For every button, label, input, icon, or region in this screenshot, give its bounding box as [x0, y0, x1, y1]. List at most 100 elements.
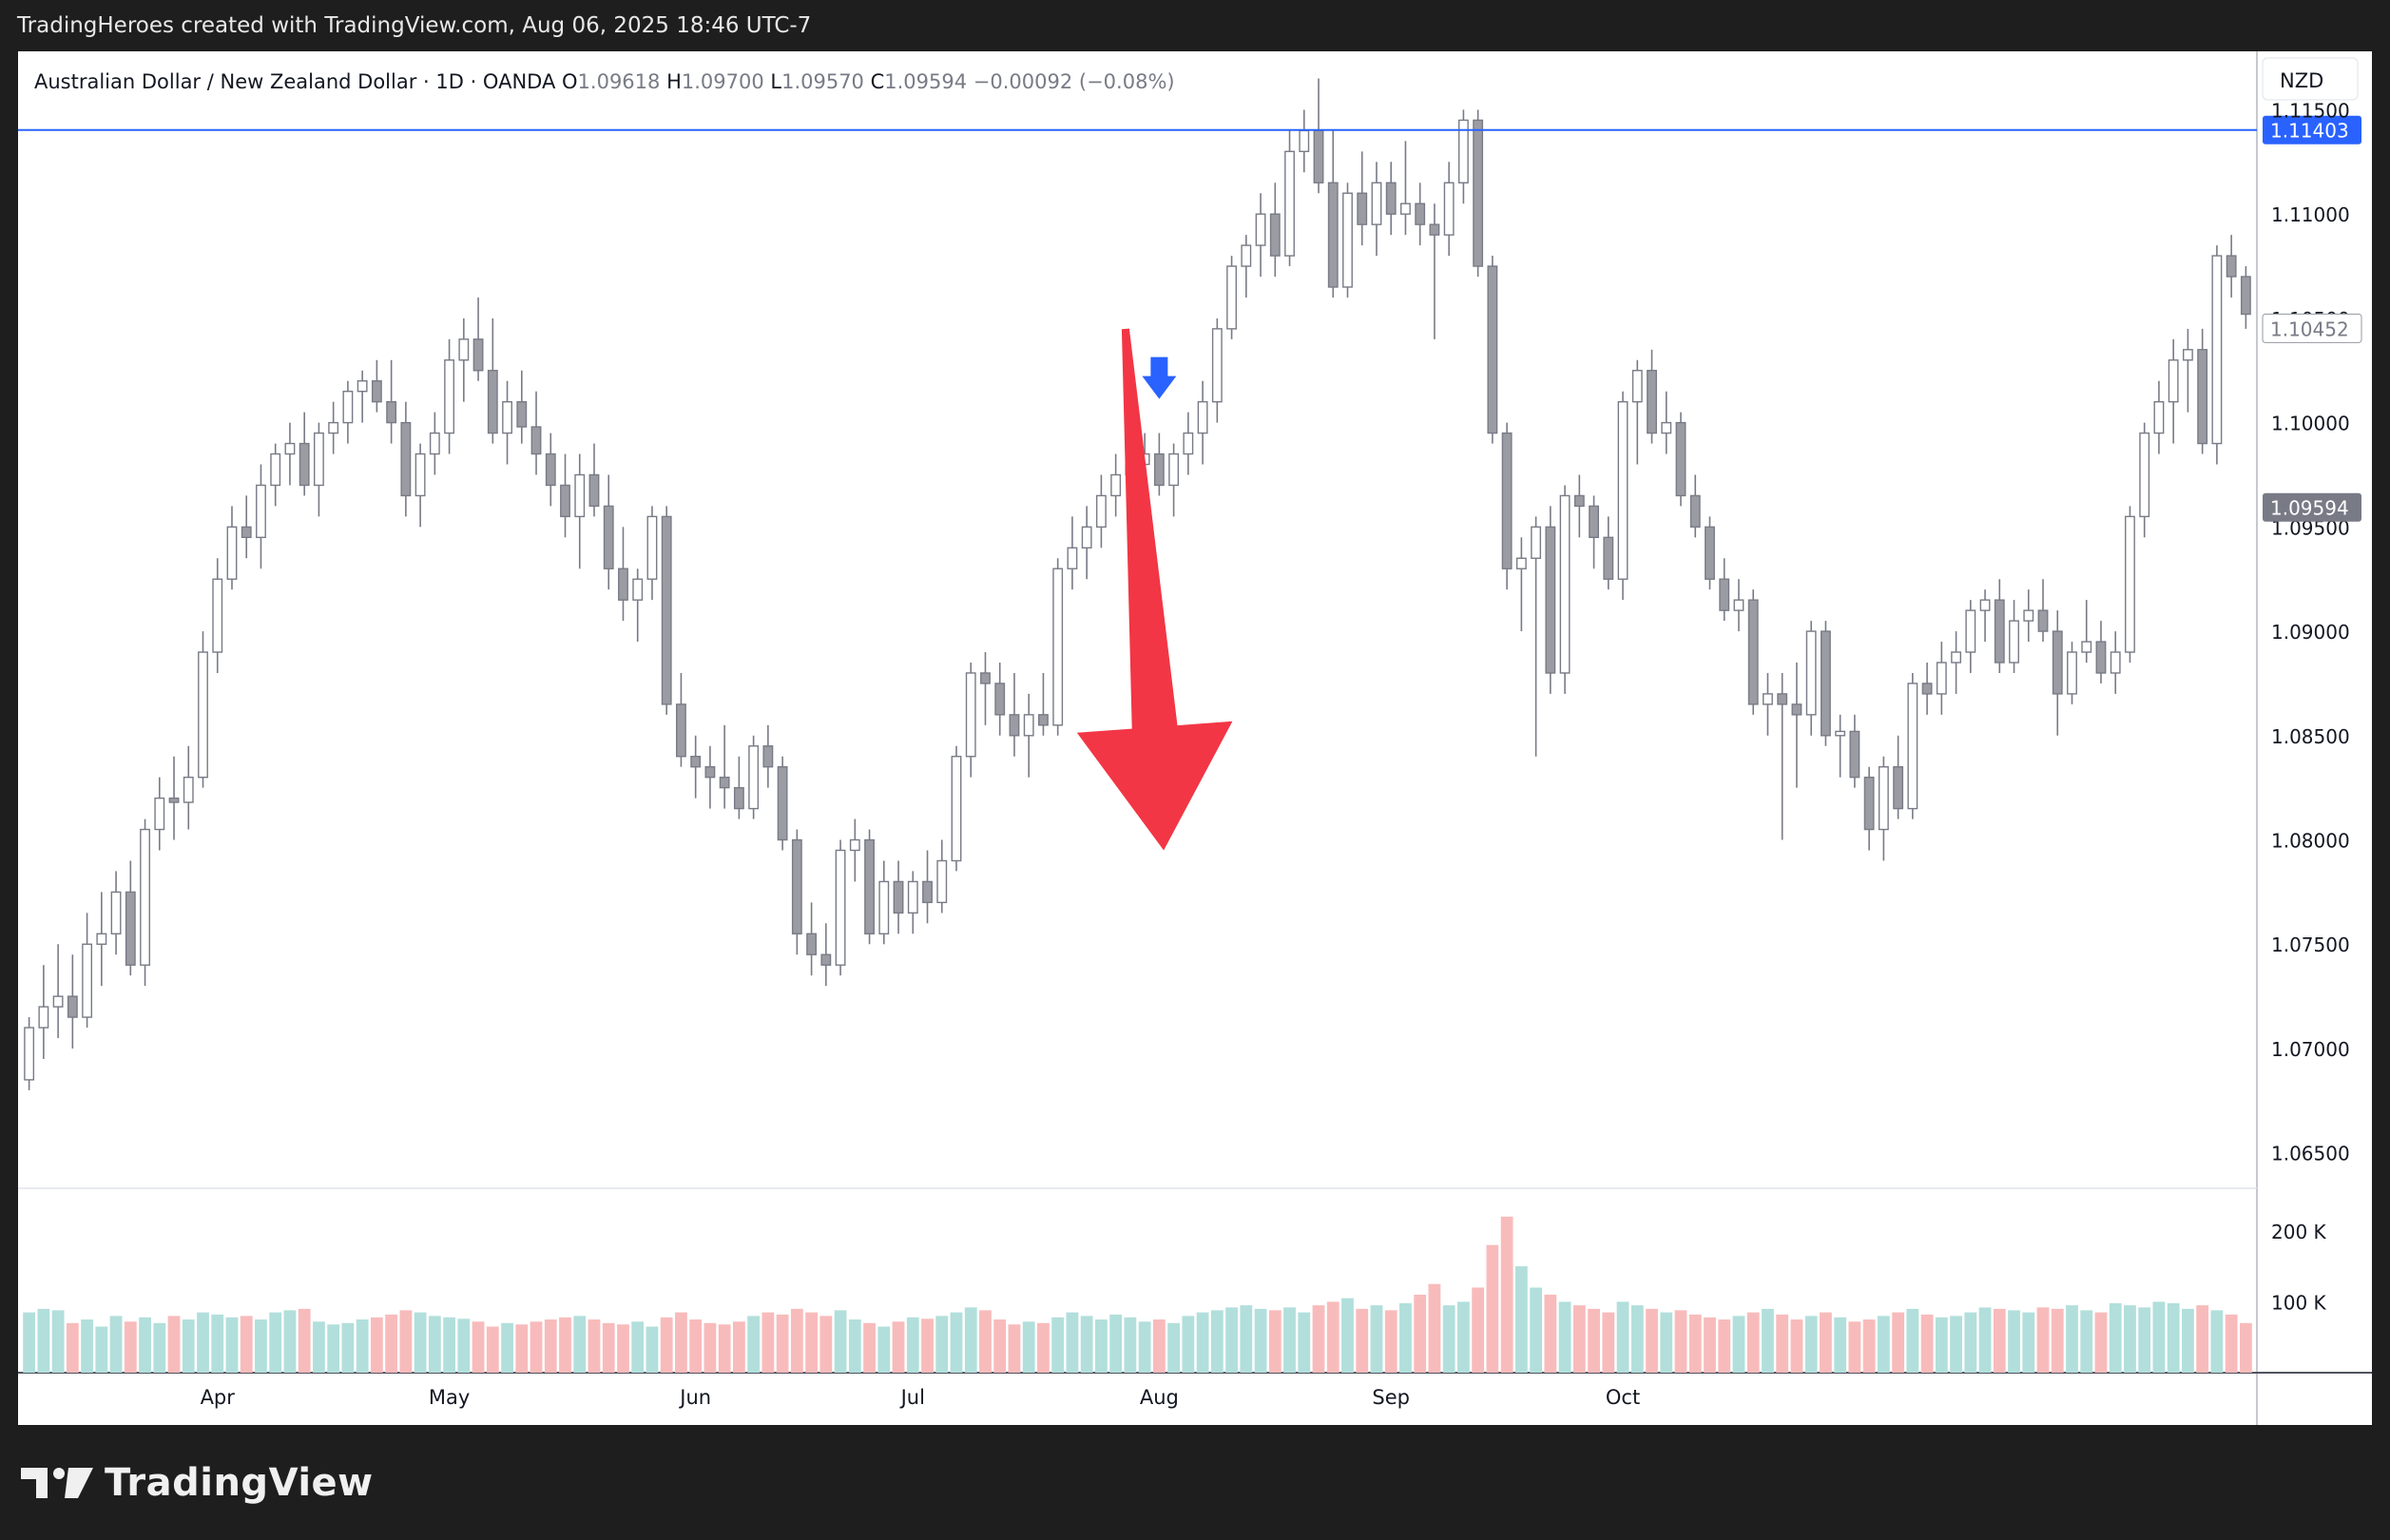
volume-bar: [2210, 1310, 2224, 1373]
volume-tick-label: 100 K: [2271, 1291, 2327, 1314]
volume-bar: [689, 1319, 703, 1373]
volume-bar: [906, 1317, 919, 1373]
volume-bar: [1326, 1301, 1340, 1373]
volume-bar: [877, 1326, 891, 1373]
candle-body: [314, 432, 324, 487]
candle-body: [2023, 609, 2034, 622]
candle-body: [545, 452, 556, 487]
candle-body: [791, 838, 802, 934]
candle-body: [1545, 526, 1556, 674]
candle-body: [1429, 223, 1440, 236]
candle-body: [1936, 662, 1947, 695]
volume-bar: [1051, 1317, 1065, 1373]
candle-body: [1299, 129, 1310, 153]
candle-body: [1153, 452, 1165, 487]
candle-body: [1747, 599, 1759, 705]
candle-body: [603, 505, 614, 569]
candle-body: [1805, 630, 1817, 716]
symbol-info-part: C: [871, 70, 885, 93]
symbol-info-part: Australian Dollar / New Zealand Dollar ·…: [34, 70, 562, 93]
volume-bar: [1225, 1307, 1238, 1373]
volume-bar: [1834, 1317, 1847, 1373]
candle-body: [1979, 599, 1991, 611]
candle-body: [1342, 192, 1353, 288]
volume-bar: [1370, 1305, 1383, 1373]
volume-bar: [2225, 1314, 2238, 1373]
volume-bar: [2008, 1310, 2020, 1373]
volume-bar: [2182, 1308, 2194, 1373]
candle-body: [1777, 693, 1788, 705]
candle-body: [806, 933, 818, 955]
candle-body: [516, 400, 528, 428]
candle-body: [472, 338, 484, 372]
volume-bar: [964, 1307, 977, 1373]
last-price-badge: [2263, 492, 2361, 522]
candle-body: [864, 838, 875, 934]
volume-bar: [1920, 1314, 1934, 1373]
candle-body: [1907, 683, 1918, 810]
candle-body: [1211, 328, 1223, 403]
volume-bar: [1993, 1308, 2006, 1373]
candle-body: [1255, 213, 1266, 246]
candle-body: [168, 797, 180, 803]
volume-bar: [1240, 1305, 1253, 1373]
time-axis-label: May: [429, 1386, 470, 1409]
candle-body: [2168, 359, 2179, 403]
volume-bar: [356, 1319, 369, 1373]
chart-frame[interactable]: 1.11403 1.115001.110001.105001.100001.09…: [18, 51, 2372, 1425]
volume-bar: [979, 1310, 992, 1373]
volume-bar: [2239, 1322, 2252, 1373]
candlestick-chart[interactable]: 1.11403 1.115001.110001.105001.100001.09…: [18, 51, 2372, 1425]
symbol-info-part: O: [562, 70, 578, 93]
volume-bar: [501, 1322, 513, 1373]
candle-body: [994, 683, 1006, 716]
candle-body: [299, 442, 310, 487]
candle-body: [1820, 630, 1831, 737]
candle-body: [1849, 730, 1860, 779]
volume-bar: [776, 1314, 789, 1373]
volume-bar: [1182, 1316, 1195, 1373]
chart-caption: TradingHeroes created with TradingView.c…: [17, 13, 812, 38]
volume-bar: [660, 1317, 673, 1373]
volume-bar: [1356, 1308, 1369, 1373]
volume-tick-label: 200 K: [2271, 1221, 2327, 1243]
volume-bar: [544, 1319, 557, 1373]
level-price-badge: [2263, 115, 2361, 144]
volume-bar: [646, 1326, 659, 1373]
volume-bar: [2022, 1312, 2035, 1373]
volume-bar: [761, 1312, 775, 1373]
time-axis-label: Jun: [678, 1386, 711, 1409]
volume-bar: [1152, 1319, 1166, 1373]
candle-body: [922, 880, 933, 904]
currency-label: NZD: [2280, 69, 2323, 92]
volume-bar: [2124, 1305, 2136, 1373]
reference-price-badge: [2262, 313, 2362, 343]
volume-bar: [298, 1308, 311, 1373]
volume-bar: [848, 1319, 861, 1373]
candle-body: [328, 421, 339, 434]
volume-bar: [675, 1312, 687, 1373]
candle-body: [1791, 703, 1802, 716]
time-axis-label: Aug: [1140, 1386, 1179, 1409]
candle-body: [2095, 641, 2107, 674]
candle-body: [2182, 349, 2193, 361]
candle-body: [1183, 432, 1194, 455]
candle-body: [2211, 255, 2223, 445]
candle-body: [1241, 244, 1252, 267]
level-price-label: 1.11403: [2270, 120, 2349, 143]
candle-body: [1415, 202, 1426, 225]
price-tick-label: 1.07500: [2271, 934, 2350, 956]
volume-bar: [1558, 1301, 1571, 1373]
volume-bar: [819, 1316, 833, 1373]
candle-body: [154, 797, 165, 831]
candle-body: [1487, 265, 1498, 434]
price-tick-label: 1.09000: [2271, 621, 2350, 644]
candle-body: [414, 452, 426, 497]
volume-bar: [486, 1326, 499, 1373]
volume-bar: [1486, 1244, 1499, 1373]
volume-bar: [2167, 1302, 2180, 1373]
symbol-info-part: −0.00092 (−0.08%): [973, 70, 1175, 93]
volume-bar: [2094, 1312, 2108, 1373]
volume-bar: [1312, 1305, 1325, 1373]
candle-body: [878, 880, 890, 934]
